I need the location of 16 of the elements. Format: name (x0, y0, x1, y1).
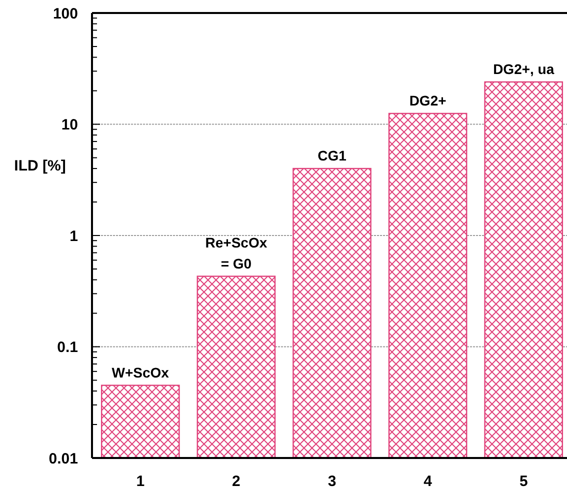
annotation: DG2+, ua (493, 60, 554, 77)
x-tick-label: 5 (519, 473, 528, 490)
y-tick-label: 0.01 (48, 450, 78, 468)
y-tick-label: 0.1 (57, 339, 78, 356)
y-axis-title: ILD [%] (14, 157, 66, 174)
x-tick-label: 3 (328, 473, 336, 490)
y-tick-label: 100 (52, 5, 78, 22)
annotation: CG1 (318, 148, 347, 164)
annotation: W+ScOx (112, 364, 170, 380)
x-tick-label: 4 (424, 473, 433, 490)
annotation: DG2+ (409, 92, 446, 108)
y-tick-label: 10 (61, 116, 78, 134)
y-tick-label: 1 (70, 228, 78, 245)
x-tick-label: 2 (232, 473, 240, 490)
annotation: Re+ScOx = G0 (205, 234, 268, 272)
x-tick-label: 1 (136, 473, 145, 490)
